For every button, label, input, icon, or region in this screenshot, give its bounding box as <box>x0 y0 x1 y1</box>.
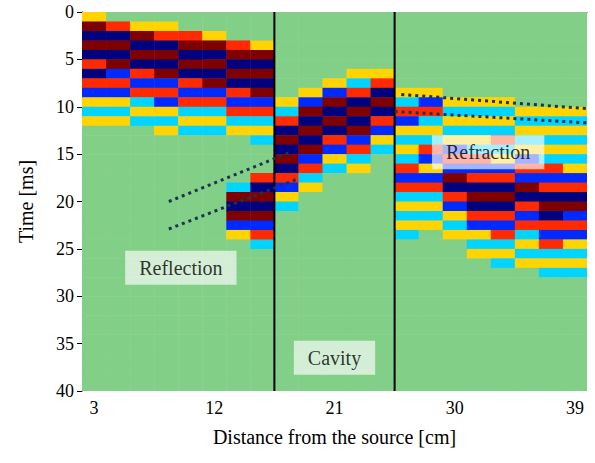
svg-text:30: 30 <box>446 398 464 418</box>
svg-text:15: 15 <box>56 144 74 164</box>
svg-text:39: 39 <box>566 398 584 418</box>
svg-text:10: 10 <box>56 97 74 117</box>
svg-text:40: 40 <box>56 381 74 401</box>
svg-text:12: 12 <box>205 398 223 418</box>
svg-text:Time [ms]: Time [ms] <box>15 160 37 243</box>
svg-text:Cavity: Cavity <box>308 347 361 370</box>
svg-text:Refraction: Refraction <box>446 141 530 163</box>
svg-text:Reflection: Reflection <box>139 257 222 279</box>
svg-text:20: 20 <box>56 192 74 212</box>
svg-text:3: 3 <box>90 398 99 418</box>
svg-text:5: 5 <box>65 49 74 69</box>
svg-text:35: 35 <box>56 334 74 354</box>
svg-text:0: 0 <box>65 2 74 22</box>
svg-text:25: 25 <box>56 239 74 259</box>
svg-text:Distance from the source [cm]: Distance from the source [cm] <box>213 426 456 448</box>
svg-text:21: 21 <box>326 398 344 418</box>
svg-text:30: 30 <box>56 286 74 306</box>
